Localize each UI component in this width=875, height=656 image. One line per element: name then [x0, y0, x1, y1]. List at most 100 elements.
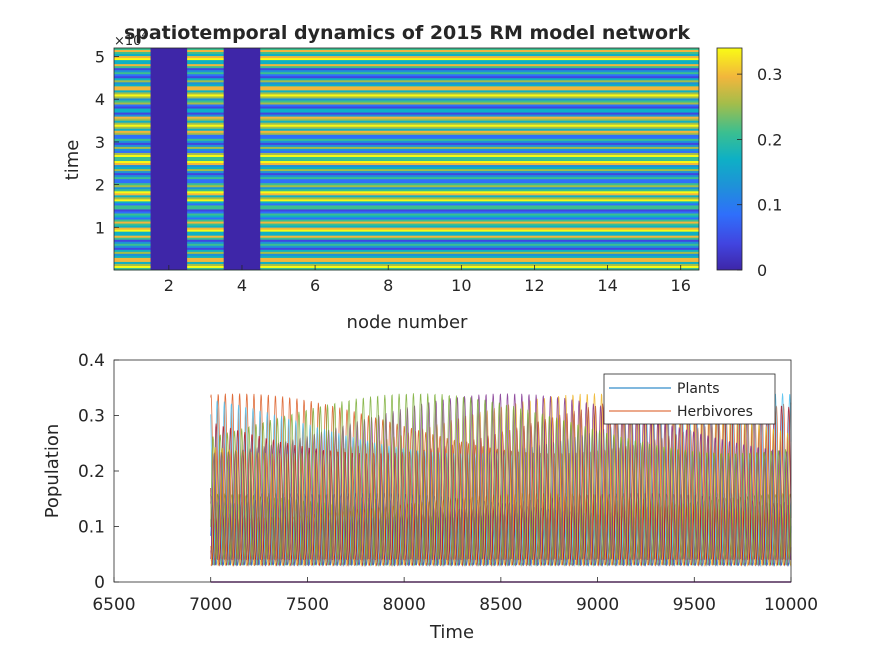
line-x-ticks: 6500 7000 7500 8000 8500 9000 9500 10000: [92, 577, 818, 615]
heatmap-row: [114, 78, 699, 81]
heatmap-zero-column: [150, 48, 188, 270]
heatmap-y-tick-label: 2: [95, 176, 105, 195]
heatmap-row: [114, 106, 699, 109]
heatmap-row: [114, 94, 699, 97]
heatmap-row: [114, 100, 699, 103]
heatmap-row: [114, 189, 699, 192]
heatmap-row: [114, 138, 699, 142]
heatmap-title: spatiotemporal dynamics of 2015 RM model…: [124, 22, 690, 44]
heatmap-row: [114, 80, 699, 83]
heatmap-row: [114, 245, 699, 249]
heatmap-row: [114, 173, 699, 176]
heatmap-row: [114, 243, 699, 247]
heatmap-row: [114, 140, 699, 144]
heatmap-row: [114, 150, 699, 154]
heatmap-y-exponent: ×104: [114, 30, 148, 49]
heatmap-frame: [113, 47, 700, 271]
heatmap-row: [114, 159, 699, 162]
heatmap-x-tick-label: 16: [671, 276, 691, 295]
heatmap-row: [114, 108, 699, 111]
line-y-tick-label: 0.3: [78, 407, 105, 427]
heatmap-row: [114, 156, 699, 160]
heatmap-row: [114, 134, 699, 138]
heatmap-row: [114, 239, 699, 243]
colorbar-ticks: 0 0.1 0.2 0.3: [737, 65, 782, 280]
heatmap-row: [114, 48, 699, 51]
heatmap-x-label: node number: [347, 312, 468, 333]
heatmap-row: [114, 76, 699, 79]
line-x-tick-label: 9000: [576, 595, 619, 615]
heatmap-row: [114, 120, 699, 124]
series-line-herbivores: [210, 393, 792, 561]
heatmap-row: [114, 177, 699, 180]
colorbar: 0 0.1 0.2 0.3: [716, 47, 782, 280]
heatmap-row: [114, 213, 699, 216]
line-axes: 6500 7000 7500 8000 8500 9000 9500 10000 0 0.1 0.…: [42, 351, 818, 643]
line-y-tick-label: 0: [94, 573, 105, 593]
heatmap-row: [114, 72, 699, 75]
line-y-tick-label: 0.4: [78, 351, 105, 371]
heatmap-row: [114, 255, 699, 259]
heatmap-row: [114, 116, 699, 120]
heatmap-row: [114, 144, 699, 148]
line-x-tick-label: 8500: [479, 595, 522, 615]
heatmap-y-tick-label: 3: [95, 133, 105, 152]
heatmap-row: [114, 219, 699, 222]
heatmap-row: [114, 126, 699, 130]
heatmap-row: [114, 167, 699, 170]
heatmap-row: [114, 231, 699, 235]
heatmap-row: [114, 267, 699, 271]
heatmap-row: [114, 68, 699, 71]
heatmap-row: [114, 257, 699, 261]
heatmap-row: [114, 181, 699, 184]
line-y-tick-label: 0.2: [78, 462, 105, 482]
heatmap-row: [114, 163, 699, 166]
heatmap-row: [114, 102, 699, 105]
heatmap-zero-columns: [150, 48, 261, 270]
heatmap-row: [114, 146, 699, 150]
heatmap-x-tick-label: 4: [237, 276, 247, 295]
heatmap-row: [114, 136, 699, 140]
line-x-label: Time: [429, 622, 474, 643]
heatmap-row: [114, 253, 699, 257]
heatmap-row: [114, 179, 699, 182]
heatmap-row: [114, 104, 699, 107]
heatmap-row: [114, 233, 699, 237]
heatmap-x-tick-label: 12: [524, 276, 544, 295]
heatmap-row: [114, 193, 699, 196]
heatmap-row: [114, 237, 699, 241]
heatmap-row: [114, 66, 699, 69]
colorbar-gradient: [716, 47, 743, 271]
heatmap-row: [114, 247, 699, 251]
heatmap-row: [114, 209, 699, 212]
legend-herbivores-label: Herbivores: [677, 404, 753, 420]
legend: Plants Herbivores: [603, 373, 776, 425]
heatmap-row: [114, 195, 699, 198]
heatmap-row: [114, 205, 699, 208]
heatmap-row: [114, 225, 699, 229]
heatmap-row: [114, 112, 699, 115]
heatmap-row: [114, 223, 699, 226]
heatmap-y-label: time: [62, 140, 83, 181]
heatmap-row: [114, 197, 699, 200]
heatmap-row: [114, 82, 699, 85]
heatmap-row: [114, 221, 699, 224]
heatmap-zero-column: [223, 48, 261, 270]
line-y-tick-label: 0.1: [78, 518, 105, 538]
heatmap-row: [114, 191, 699, 194]
heatmap-x-tick-label: 2: [164, 276, 174, 295]
heatmap-row: [114, 203, 699, 206]
heatmap-row: [114, 185, 699, 188]
heatmap-row: [114, 56, 699, 59]
heatmap-row: [114, 183, 699, 186]
heatmap-row: [114, 110, 699, 113]
heatmap-row: [114, 64, 699, 67]
heatmap-row: [114, 54, 699, 57]
heatmap-row: [114, 86, 699, 89]
heatmap-row: [114, 124, 699, 128]
heatmap-row: [114, 265, 699, 269]
heatmap-row: [114, 70, 699, 73]
heatmap-row: [114, 199, 699, 202]
heatmap-row: [114, 263, 699, 267]
